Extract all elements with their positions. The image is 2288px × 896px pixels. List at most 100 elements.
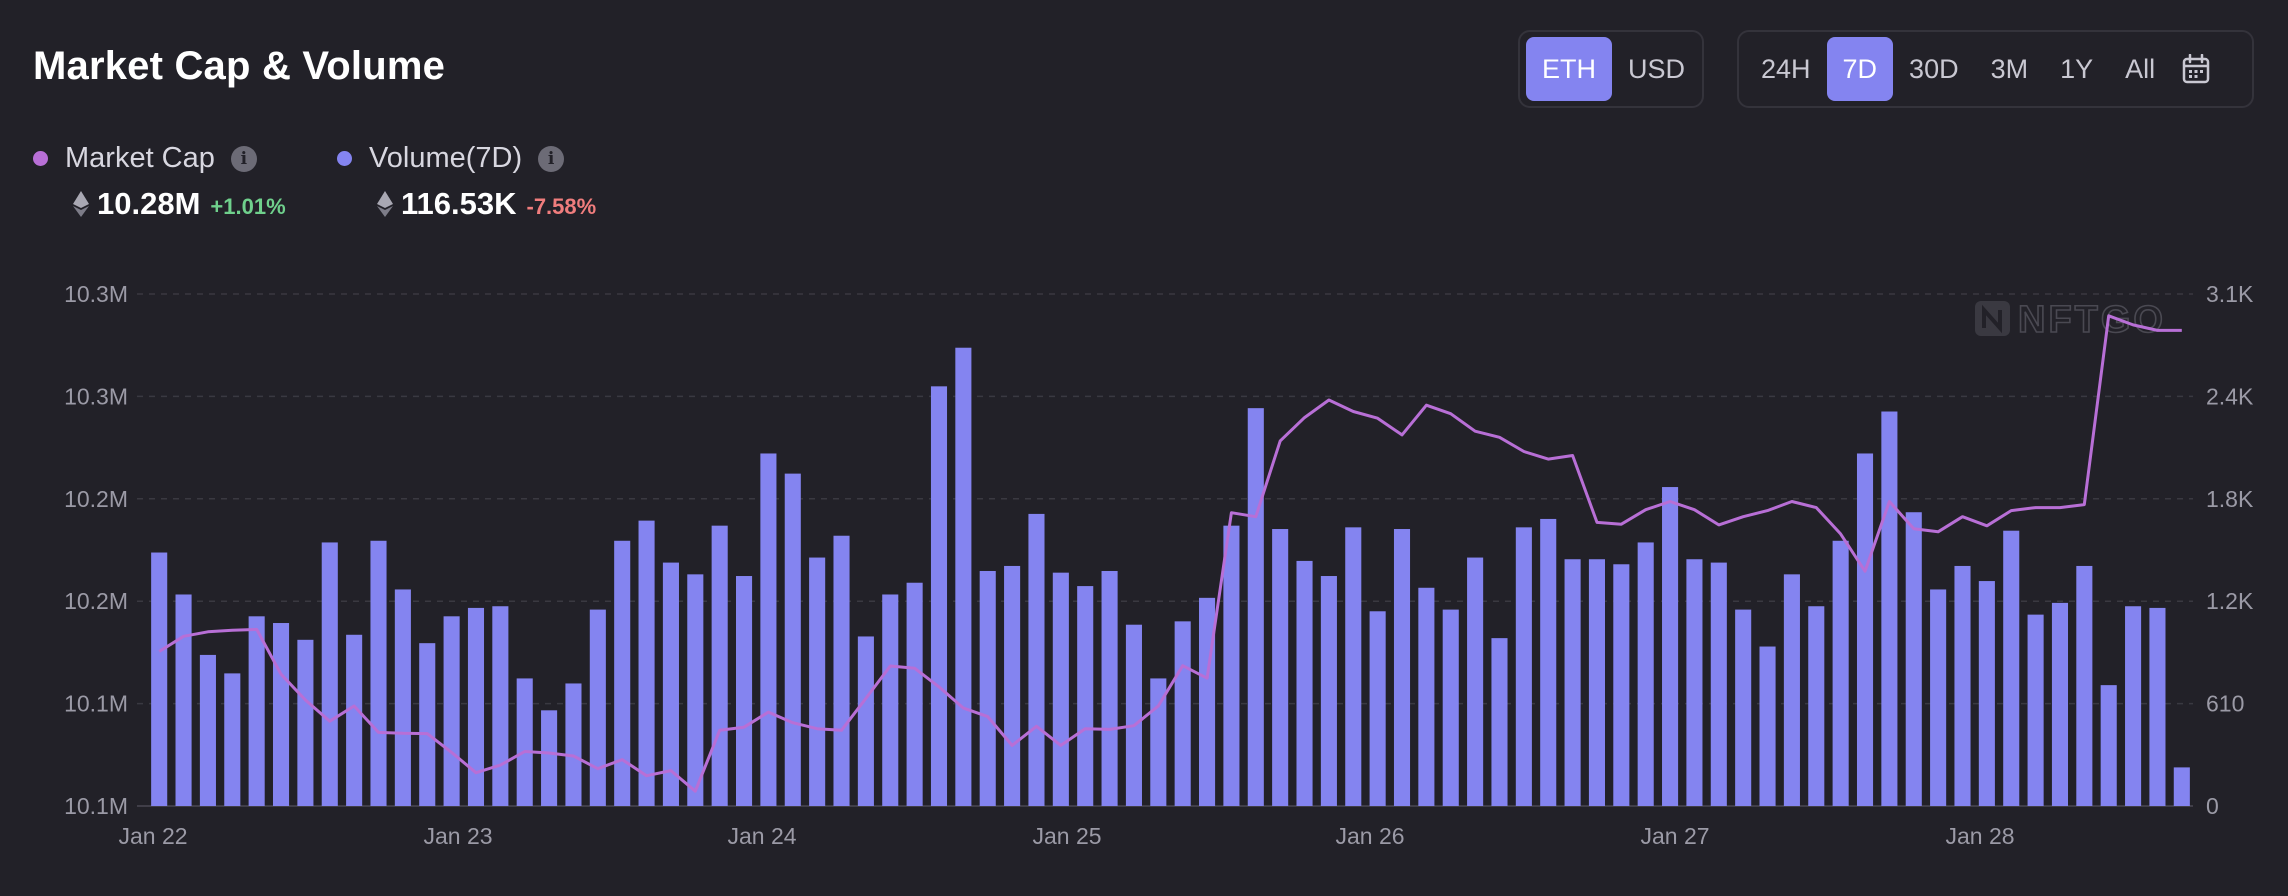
- y-right-tick-label: 3.1K: [2206, 281, 2254, 307]
- volume-bar: [1735, 609, 1752, 806]
- volume-bar: [1905, 512, 1922, 806]
- watermark-text: NFTGO: [2018, 299, 2166, 341]
- x-tick-label: Jan 24: [727, 823, 796, 849]
- volume-bar: [346, 634, 363, 806]
- y-right-tick-label: 0: [2206, 793, 2219, 819]
- x-tick-label: Jan 25: [1032, 823, 1101, 849]
- legend-market-cap[interactable]: Market Cap i: [33, 142, 257, 175]
- volume-bar: [2076, 565, 2093, 806]
- volume-bar: [979, 570, 996, 806]
- time-range-toggle: 24H 7D 30D 3M 1Y All: [1737, 30, 2254, 108]
- volume-change: -7.58%: [526, 194, 597, 219]
- volume-bar: [1832, 540, 1849, 806]
- volume-bar: [516, 678, 533, 806]
- volume-bar: [687, 574, 704, 806]
- volume-bar: [224, 673, 241, 806]
- volume-bar: [1174, 621, 1191, 806]
- y-right-tick-label: 1.8K: [2206, 486, 2254, 512]
- volume-bar: [1856, 453, 1874, 806]
- x-tick-label: Jan 23: [423, 823, 492, 849]
- volume-bar: [1637, 542, 1654, 806]
- market-cap-info-icon[interactable]: i: [230, 145, 257, 172]
- market-cap-line-group: [158, 314, 2182, 793]
- volume-bar: [2149, 607, 2166, 806]
- volume-bar: [833, 535, 850, 806]
- volume-bar: [1052, 572, 1069, 806]
- volume-bar: [1369, 611, 1386, 806]
- volume-bar: [1491, 638, 1508, 806]
- market-cap-metric: 10.28M +1.01%: [73, 186, 286, 222]
- nftgo-watermark: NFTGO: [1975, 298, 2166, 342]
- market-cap-line: [158, 314, 2182, 793]
- volume-bar: [1540, 518, 1557, 806]
- volume-info-icon[interactable]: i: [538, 145, 565, 172]
- y-left-tick-label: 10.3M: [64, 383, 128, 409]
- volume-bar: [492, 606, 509, 806]
- volume-bar: [1978, 581, 1995, 806]
- volume-bar: [1345, 527, 1362, 806]
- x-tick-label: Jan 26: [1335, 823, 1404, 849]
- volume-bar: [1710, 562, 1727, 806]
- volume-bar: [248, 616, 265, 806]
- volume-bar: [443, 616, 460, 806]
- volume-bar: [1028, 513, 1045, 806]
- range-7d-button[interactable]: 7D: [1826, 37, 1894, 101]
- volume-bar: [565, 683, 582, 806]
- range-24h-button[interactable]: 24H: [1761, 54, 1811, 84]
- volume-bar: [467, 607, 485, 806]
- volume-bar: [297, 639, 314, 806]
- currency-usd-button[interactable]: USD: [1628, 54, 1686, 84]
- volume-bar: [857, 636, 874, 806]
- volume-bar: [1272, 529, 1289, 806]
- range-30d-button[interactable]: 30D: [1909, 54, 1959, 84]
- volume-bars: [151, 347, 2190, 806]
- volume-bar: [2003, 530, 2020, 806]
- volume-bar: [1004, 565, 1021, 806]
- volume-bar: [1296, 560, 1313, 806]
- volume-bar: [2100, 685, 2117, 806]
- market-cap-change: +1.01%: [210, 194, 286, 219]
- volume-bar: [419, 643, 436, 806]
- y-left-tick-label: 10.2M: [64, 486, 128, 512]
- volume-bar: [151, 552, 168, 806]
- volume-bar: [882, 594, 899, 806]
- volume-bar: [1418, 587, 1435, 806]
- volume-bar: [906, 582, 923, 806]
- currency-eth-button[interactable]: ETH: [1526, 37, 1612, 101]
- range-all-button[interactable]: All: [2125, 54, 2156, 84]
- eth-icon: [377, 191, 393, 217]
- volume-bar: [541, 710, 558, 806]
- range-1y-button[interactable]: 1Y: [2060, 54, 2094, 84]
- legend-volume[interactable]: Volume(7D) i: [337, 142, 565, 175]
- market-cap-label: Market Cap: [65, 142, 215, 174]
- volume-bar: [2051, 602, 2069, 806]
- volume-bar: [638, 520, 655, 806]
- market-cap-value: 10.28M: [97, 186, 201, 221]
- y-left-tick-label: 10.2M: [64, 588, 128, 614]
- volume-metric: 116.53K -7.58%: [377, 186, 596, 222]
- volume-bar: [711, 525, 728, 806]
- volume-bar: [662, 562, 679, 806]
- volume-bar: [272, 623, 290, 806]
- volume-bar: [1759, 646, 1776, 806]
- volume-bar: [760, 453, 777, 806]
- volume-bar: [199, 654, 216, 806]
- volume-bar: [1954, 565, 1971, 806]
- volume-bar: [1393, 529, 1411, 806]
- volume-value: 116.53K: [401, 186, 517, 221]
- volume-bar: [1783, 574, 1800, 806]
- range-3m-button[interactable]: 3M: [1990, 54, 2029, 84]
- x-tick-label: Jan 28: [1945, 823, 2014, 849]
- volume-bar: [1808, 606, 1825, 806]
- volume-bar: [321, 542, 338, 806]
- x-tick-label: Jan 27: [1640, 823, 1709, 849]
- y-right-tick-label: 2.4K: [2206, 383, 2254, 409]
- volume-bar: [1515, 527, 1532, 806]
- x-tick-label: Jan 22: [118, 823, 187, 849]
- volume-label: Volume(7D): [369, 142, 523, 174]
- calendar-icon[interactable]: [2171, 37, 2221, 101]
- currency-toggle: ETH USD: [1518, 30, 1704, 108]
- volume-legend-dot: [337, 151, 352, 166]
- y-left-tick-label: 10.3M: [64, 281, 128, 307]
- eth-icon: [73, 191, 89, 217]
